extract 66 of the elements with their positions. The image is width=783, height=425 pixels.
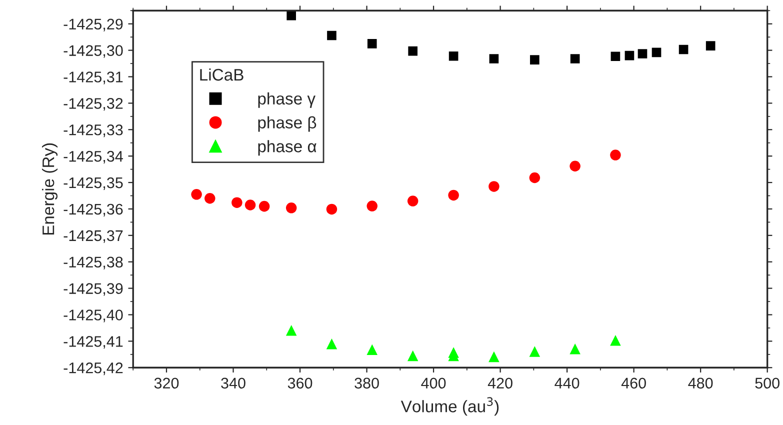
point: [367, 39, 377, 48]
point: [652, 48, 662, 58]
point: [286, 202, 297, 214]
point: [489, 54, 499, 64]
x-tick-label: 340: [221, 378, 246, 389]
y-tick-label: -1425,40: [64, 310, 123, 322]
point: [610, 335, 621, 346]
y-tick-label: -1425,30: [64, 45, 123, 58]
x-tick-label: 440: [554, 378, 580, 389]
point: [448, 51, 458, 61]
y-tick-label: -1425,34: [64, 150, 123, 164]
point: [638, 49, 648, 58]
y-tick-label: -1425,35: [64, 177, 123, 190]
y-tick-label: -1425,41: [64, 336, 123, 349]
point: [570, 343, 580, 354]
point: [366, 344, 378, 356]
x-tick-label: 500: [755, 378, 780, 389]
point: [232, 197, 242, 208]
y-tick-label: -1425,29: [64, 18, 123, 32]
y-tick-label: -1425,38: [64, 256, 123, 270]
point: [678, 44, 688, 54]
y-tick-label: -1425,33: [64, 124, 123, 138]
y-tick-label: -1425,36: [64, 204, 123, 216]
point: [624, 50, 634, 60]
x-tick-label: 360: [288, 378, 312, 389]
y-tick-label: -1425,31: [64, 72, 123, 84]
y-tick-label: -1425,39: [64, 283, 123, 296]
y-tick-label: -1425,37: [64, 230, 123, 243]
point: [488, 351, 500, 362]
point: [327, 30, 336, 40]
x-axis-title: Volume (au$^{3}$): [400, 397, 499, 416]
point: [258, 200, 270, 212]
x-tick-label: 460: [621, 378, 646, 389]
point: [488, 181, 500, 192]
point: [610, 52, 620, 62]
point: [244, 200, 256, 210]
point: [570, 54, 580, 64]
legend-label: phase β: [258, 116, 316, 132]
y-tick-label: -1425,32: [64, 98, 123, 111]
y-axis-title: Energie (Ry): [42, 143, 58, 235]
point: [408, 46, 418, 56]
x-tick-label: 420: [488, 378, 512, 389]
point: [407, 196, 418, 206]
legend-label: phase α: [258, 140, 316, 156]
point: [448, 190, 459, 201]
x-tick-label: 320: [154, 378, 179, 389]
point: [706, 41, 716, 50]
x-tick-label: 480: [688, 378, 713, 389]
x-tick-label: 380: [354, 378, 379, 389]
x-tick-label: 400: [421, 378, 446, 389]
point: [570, 160, 580, 172]
point: [191, 189, 202, 200]
point: [529, 172, 540, 184]
point: [204, 193, 216, 204]
point: [326, 204, 338, 215]
point: [407, 350, 418, 362]
point: [530, 55, 540, 64]
point: [286, 324, 297, 336]
point: [286, 10, 296, 20]
point: [529, 346, 540, 357]
point: [326, 338, 338, 350]
point: [366, 200, 378, 212]
legend-title: LiCaB: [200, 68, 244, 81]
legend-label: phase γ: [258, 92, 316, 108]
y-tick-label: -1425,42: [64, 362, 123, 376]
point: [610, 150, 621, 160]
